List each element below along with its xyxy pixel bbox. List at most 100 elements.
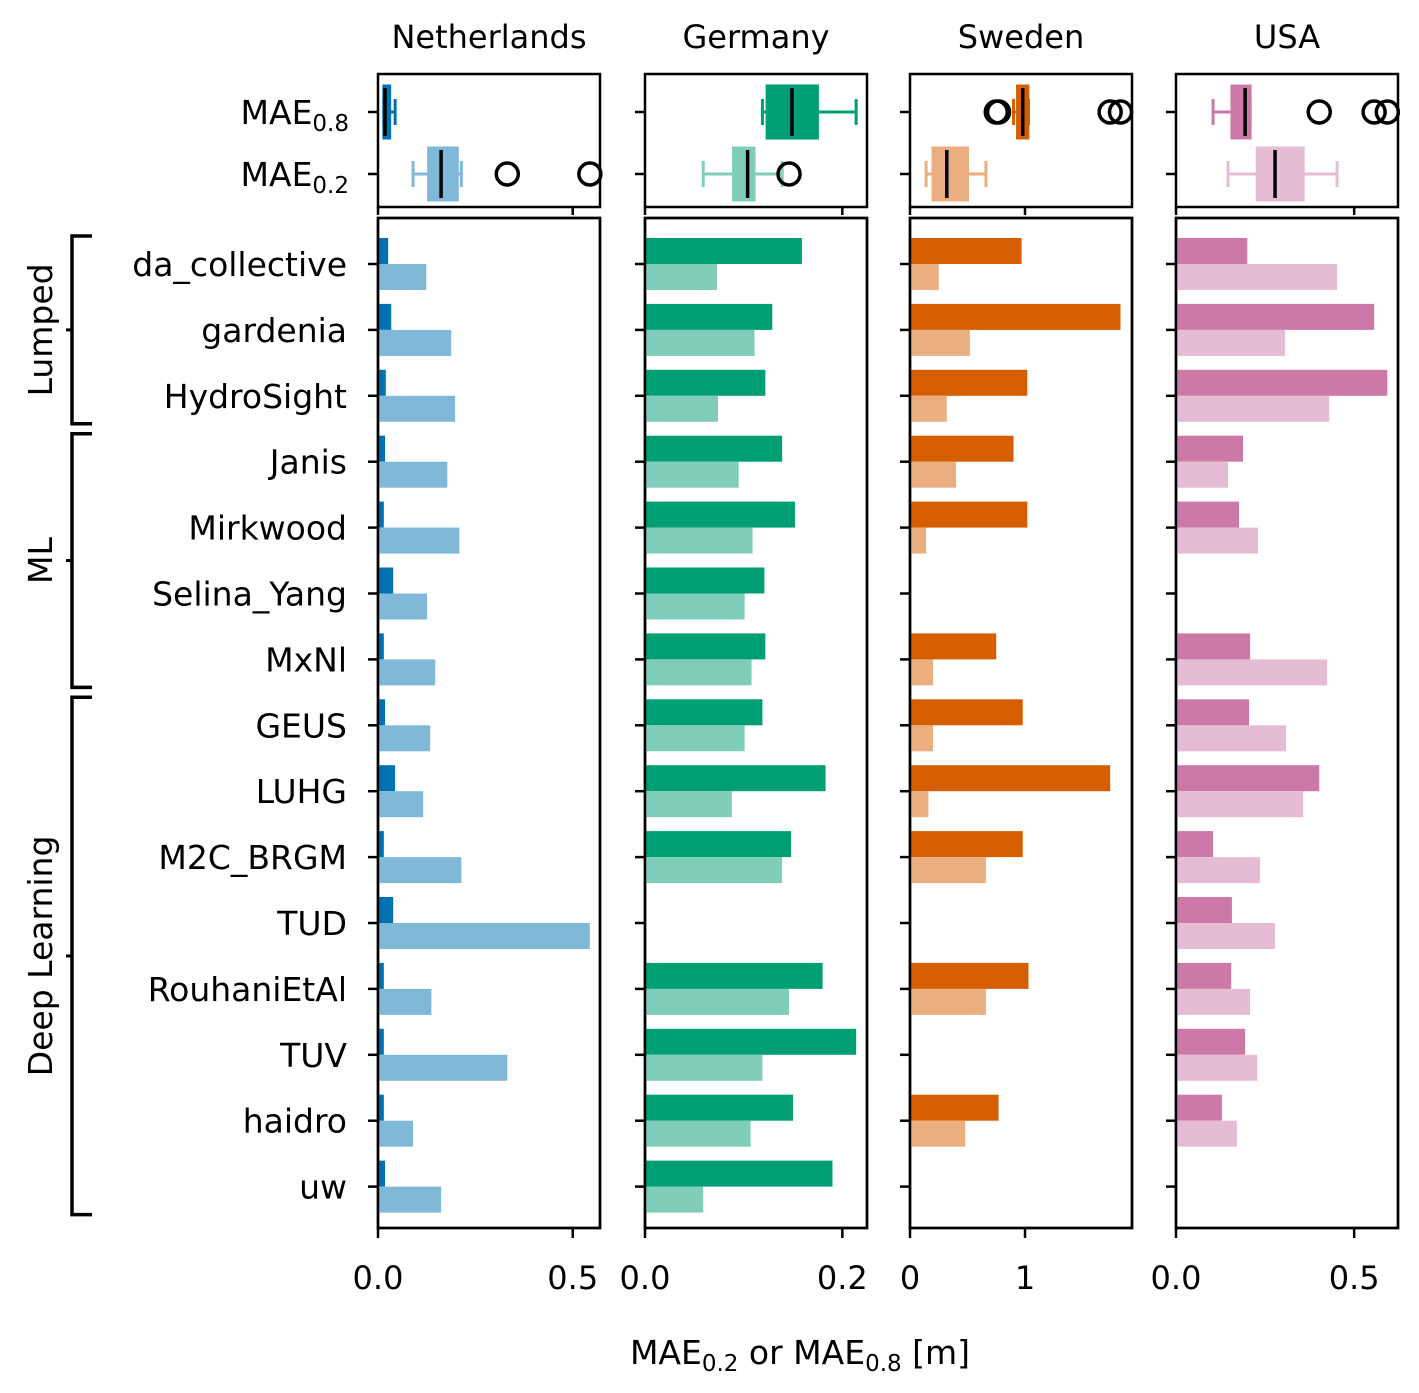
panel-netherlands: Netherlands 0.0 0.5: [353, 18, 603, 1297]
bar-mae08: [1176, 765, 1320, 792]
bar-mae02: [1176, 1120, 1237, 1147]
group-label: ML: [21, 537, 60, 584]
boxplot-frame: [1174, 72, 1400, 209]
bar-mae02: [1176, 659, 1328, 686]
bar-mae02: [910, 1120, 966, 1147]
bar-mae08: [1176, 303, 1375, 330]
bar-frame-border: [643, 216, 869, 1230]
bar-mae02: [378, 1186, 442, 1213]
group-ml: ML: [21, 431, 92, 690]
bar-mae02: [1176, 923, 1276, 949]
bar-mae08: [1176, 897, 1232, 923]
bar-mae02: [645, 329, 755, 356]
bar-mae02: [378, 461, 448, 488]
bar-mae08: [1176, 369, 1388, 396]
group-label: Deep Learning: [21, 836, 60, 1077]
bar-mae02: [645, 725, 745, 752]
bracket: [70, 431, 92, 690]
outlier-point: [1097, 99, 1123, 125]
boxplot-frame: [908, 72, 1134, 209]
bar-mae08: [1176, 501, 1240, 528]
group-deep-learning: Deep Learning: [21, 695, 92, 1217]
bar-mae08: [378, 831, 384, 858]
box-iqr: [427, 146, 459, 202]
bar-frame-border: [1174, 216, 1400, 1230]
bar-mae02: [910, 329, 970, 356]
bar-mae02: [1176, 395, 1330, 422]
category-label: HydroSight: [164, 377, 347, 416]
bar-mae08: [378, 1094, 384, 1121]
outlier-point: [985, 99, 1012, 125]
panel-germany: Germany 0.0 0.2: [620, 18, 869, 1297]
box-iqr: [1255, 146, 1305, 202]
bar-mae08: [1176, 238, 1248, 264]
boxplot-mae08: [382, 84, 397, 140]
bar-mae08: [1176, 962, 1232, 989]
category-label: TUD: [276, 904, 347, 943]
bar-mae08: [378, 962, 384, 989]
bar-mae02: [645, 857, 783, 884]
x-tick-label: 0.0: [353, 1259, 404, 1297]
bar-mae08: [378, 1160, 386, 1187]
bar-mae02: [1176, 791, 1304, 818]
outlier-point: [1306, 99, 1332, 125]
bar-mae08: [910, 369, 1028, 396]
bar-mae08: [910, 699, 1023, 726]
bar-mae08: [645, 238, 802, 264]
bar-mae02: [378, 1054, 508, 1081]
category-label: M2C_BRGM: [158, 838, 347, 877]
bar-frame-border: [376, 216, 602, 1230]
bar-mae08: [378, 633, 384, 660]
bar-mae08: [645, 831, 792, 858]
bar-mae08: [910, 303, 1121, 330]
outlier-point: [494, 161, 521, 187]
bar-mae02: [378, 791, 424, 818]
boxplot-mae08: [760, 84, 858, 140]
panel-sweden: Sweden 0 1: [900, 18, 1134, 1297]
bar-mae02: [1176, 857, 1261, 884]
bar-mae08: [910, 831, 1023, 858]
bar-mae08: [1176, 1028, 1246, 1055]
outlier-point: [1374, 99, 1401, 125]
category-label: uw: [299, 1168, 347, 1207]
boxplot-row-label: MAE0.2: [241, 155, 349, 199]
bar-mae02: [645, 791, 732, 818]
bar-mae02: [378, 725, 431, 752]
bar-mae08: [645, 303, 773, 330]
bar-mae08: [910, 501, 1028, 528]
bar-mae08: [910, 1094, 999, 1121]
panels: Netherlands 0.0 0.5 Germany 0.0 0.2 Sweden 0 1 US…: [353, 18, 1401, 1297]
panel-title: Germany: [682, 18, 829, 56]
bar-mae08: [645, 699, 763, 726]
bar-mae02: [645, 988, 790, 1015]
bar-mae08: [1176, 831, 1214, 858]
bar-mae02: [378, 264, 427, 290]
category-label: LUHG: [256, 772, 347, 811]
bar-mae02: [378, 527, 460, 554]
boxplot-mae02: [701, 146, 802, 202]
x-tick-label: 0.2: [817, 1259, 868, 1297]
bar-mae08: [910, 765, 1111, 792]
category-label: MxNl: [265, 640, 347, 679]
bar-mae08: [378, 897, 394, 923]
bar-mae02: [910, 988, 986, 1015]
x-tick-label: 0: [900, 1259, 920, 1297]
bar-mae02: [378, 593, 428, 620]
bar-mae08: [378, 1028, 384, 1055]
category-label: GEUS: [255, 706, 347, 745]
x-axis-label: MAE0.2 or MAE0.8 [m]: [630, 1333, 970, 1377]
boxplot-row-label: MAE0.8: [241, 93, 349, 137]
bar-mae08: [378, 369, 386, 396]
bar-mae02: [645, 461, 739, 488]
bar-mae08: [910, 633, 997, 660]
outlier-point: [776, 161, 802, 187]
category-label: RouhaniEtAl: [148, 970, 347, 1009]
panel-title: USA: [1254, 18, 1320, 56]
bar-mae02: [1176, 461, 1229, 488]
category-label: haidro: [243, 1102, 347, 1141]
bar-mae08: [645, 501, 795, 528]
bar-mae02: [910, 461, 957, 488]
bar-mae02: [645, 593, 745, 620]
bar-mae02: [1176, 1054, 1258, 1081]
bar-mae08: [645, 633, 766, 660]
